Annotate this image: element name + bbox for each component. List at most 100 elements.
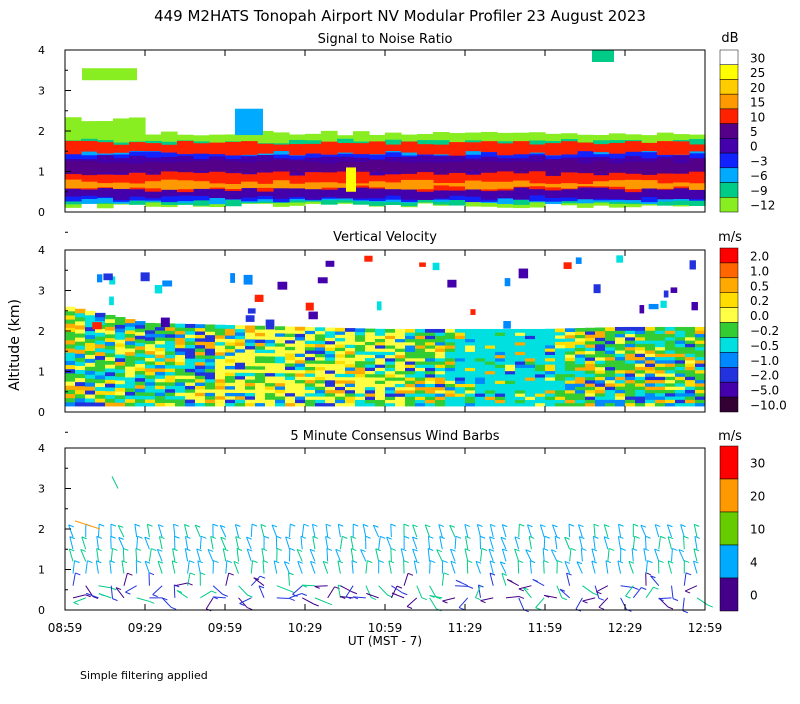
vv-cell: [315, 367, 326, 371]
vv-cell: [385, 342, 396, 346]
vv-cell: [355, 380, 366, 384]
vv-cell: [265, 373, 276, 377]
vv-cell: [395, 364, 406, 368]
vv-cell: [415, 361, 426, 365]
vv-cell: [675, 330, 686, 334]
snr-band-5-cell: [673, 163, 690, 173]
vv-cell: [65, 385, 76, 390]
vv-cell: [555, 338, 566, 342]
vv-cell: [295, 350, 306, 354]
vv-cell: [565, 370, 576, 374]
vv-cell: [555, 377, 566, 381]
vv-cell: [645, 353, 656, 357]
wind-barb: [581, 548, 582, 561]
vv-cell: [135, 342, 146, 346]
vv-cell: [645, 334, 656, 338]
vv-cell: [115, 369, 126, 373]
vv-cell: [175, 337, 186, 341]
vv-cell: [495, 393, 506, 397]
vv-cell: [315, 354, 326, 358]
vv-cell: [685, 340, 696, 344]
vv-cell: [305, 370, 316, 374]
vv-cell: [535, 380, 546, 384]
vv-cell: [215, 362, 226, 366]
vv-cell: [325, 328, 336, 332]
wind-barb-flag: [442, 601, 447, 603]
vv-cell: [205, 362, 216, 366]
vv-cell: [155, 378, 166, 382]
wind-barb: [596, 586, 607, 592]
vv-cell: [235, 376, 246, 380]
vv-cell: [135, 332, 146, 336]
snr-band-5-cell: [305, 162, 322, 171]
wind-barb: [404, 573, 408, 585]
vv-cell: [625, 403, 636, 407]
vv-point-aloft: [660, 301, 666, 308]
vv-cell: [675, 373, 686, 377]
vv-cell: [355, 361, 366, 365]
wind-barb-flag: [594, 524, 599, 526]
vv-cell: [515, 390, 526, 394]
vv-cell: [525, 332, 536, 336]
wind-barb-flag: [443, 561, 448, 563]
vv-cell: [535, 393, 546, 397]
vv-cell: [615, 353, 626, 357]
vv-cell: [105, 379, 116, 383]
vv-cell: [255, 379, 266, 383]
vv-cell: [395, 358, 406, 362]
wind-barb: [685, 586, 697, 591]
snr-band-10-upper-cell: [545, 143, 562, 155]
vv-cell: [145, 382, 156, 386]
vv-cell: [555, 329, 566, 333]
vv-cell: [665, 330, 676, 334]
vv-cell: [645, 337, 656, 341]
legend-label: 20: [750, 490, 765, 504]
vv-cell: [345, 396, 356, 400]
vv-cell: [475, 348, 486, 352]
wind-barb: [301, 536, 302, 549]
vv-cell: [655, 340, 666, 344]
wind-barb: [490, 561, 493, 574]
vv-cell: [505, 358, 516, 362]
vv-cell: [575, 370, 586, 374]
vv-cell: [305, 330, 316, 334]
vv-cell: [495, 361, 506, 365]
wind-barb: [683, 598, 684, 611]
wind-barb-flag: [430, 561, 435, 563]
vv-cell: [645, 366, 656, 370]
vv-cell: [225, 325, 236, 329]
vv-cell: [225, 338, 236, 342]
vv-cell: [455, 329, 466, 333]
vv-cell: [335, 351, 346, 355]
vv-cell: [285, 393, 296, 397]
vv-cell: [435, 390, 446, 394]
legend-swatch: [720, 168, 738, 183]
vv-cell: [515, 396, 526, 400]
vv-cell: [645, 373, 656, 377]
wind-barb-flag: [422, 598, 427, 600]
wind-barb: [518, 561, 519, 574]
vv-cell: [455, 396, 466, 400]
vv-cell: [485, 377, 496, 381]
wind-barb-flag: [683, 611, 688, 613]
vv-cell: [235, 386, 246, 390]
wind-barb-flag: [289, 590, 294, 592]
wind-barb-flag: [708, 605, 713, 607]
vv-cell: [415, 342, 426, 346]
vv-cell: [205, 365, 216, 369]
vv-cell: [285, 353, 296, 357]
vv-cell: [235, 403, 246, 407]
vv-cell: [435, 377, 446, 381]
wind-barb: [544, 561, 545, 574]
vv-cell: [215, 403, 226, 407]
vv-cell: [95, 371, 106, 375]
vv-cell: [695, 383, 706, 387]
vv-cell: [475, 403, 486, 407]
vv-cell: [615, 383, 626, 387]
vv-cell: [115, 391, 126, 395]
vv-cell: [585, 373, 596, 377]
vv-cell: [125, 362, 136, 366]
vv-cell: [365, 370, 376, 374]
vv-cell: [405, 383, 416, 387]
wind-barb-flag: [247, 608, 252, 610]
